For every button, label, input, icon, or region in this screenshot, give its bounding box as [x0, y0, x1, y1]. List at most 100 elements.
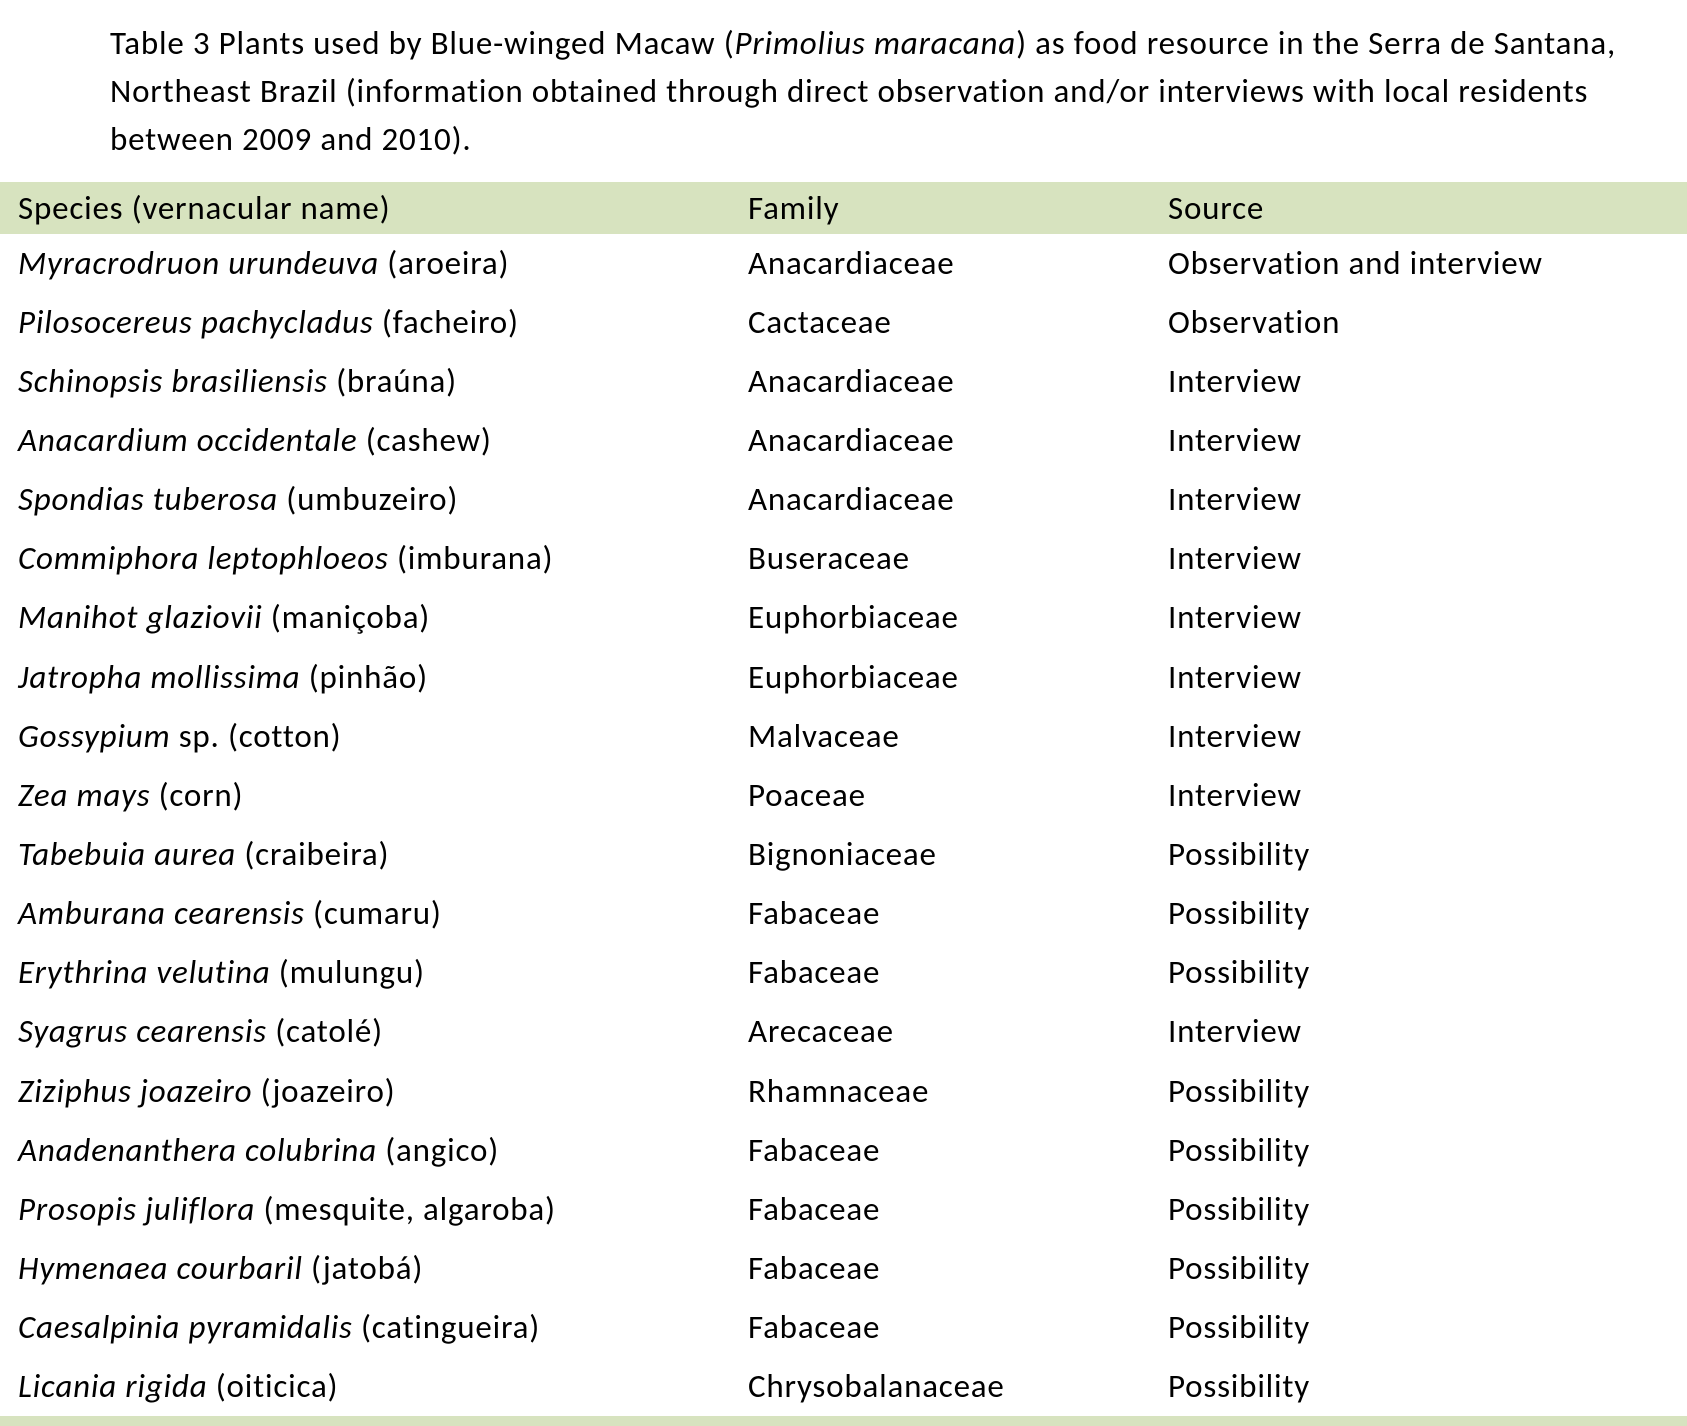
- species-latin: Syagrus cearensis: [18, 1011, 267, 1051]
- table-row: Syagrus cearensis (catolé)ArecaceaeInter…: [0, 1002, 1687, 1061]
- cell-species: Syagrus cearensis (catolé): [0, 1002, 730, 1061]
- cell-family: Buseraceae: [730, 529, 1150, 588]
- table-caption: Table 3 Plants used by Blue-winged Macaw…: [0, 0, 1687, 182]
- cell-source: Possibility: [1150, 1121, 1687, 1180]
- species-vernacular: (corn): [159, 775, 244, 815]
- cell-family: Fabaceae: [730, 1298, 1150, 1357]
- cell-source: Possibility: [1150, 1239, 1687, 1298]
- cell-source: Observation: [1150, 293, 1687, 352]
- cell-source: Possibility: [1150, 825, 1687, 884]
- table-row: Myracrodruon urundeuva (aroeira)Anacardi…: [0, 234, 1687, 293]
- cell-source: Possibility: [1150, 1357, 1687, 1416]
- species-vernacular: (oiticica): [216, 1366, 339, 1406]
- species-latin: Manihot glaziovii: [18, 597, 263, 637]
- cell-source: Interview: [1150, 411, 1687, 470]
- species-vernacular: (catolé): [275, 1011, 383, 1051]
- table-row: Zea mays (corn)PoaceaeInterview: [0, 766, 1687, 825]
- table-row: Licania rigida (oiticica)Chrysobalanacea…: [0, 1357, 1687, 1416]
- cell-species: Anacardium occidentale (cashew): [0, 411, 730, 470]
- cell-species: Commiphora leptophloeos (imburana): [0, 529, 730, 588]
- species-latin: Ziziphus joazeiro: [18, 1071, 252, 1111]
- header-family: Family: [730, 182, 1150, 234]
- cell-family: Rhamnaceae: [730, 1062, 1150, 1121]
- cell-source: Interview: [1150, 352, 1687, 411]
- table-row: Hymenaea courbaril (jatobá)FabaceaePossi…: [0, 1239, 1687, 1298]
- species-vernacular: (jatobá): [311, 1248, 423, 1288]
- plants-table: Species (vernacular name) Family Source …: [0, 182, 1687, 1426]
- cell-species: Licania rigida (oiticica): [0, 1357, 730, 1416]
- cell-source: Interview: [1150, 470, 1687, 529]
- cell-source: Interview: [1150, 1002, 1687, 1061]
- cell-source: Possibility: [1150, 1062, 1687, 1121]
- cell-species: Caesalpinia pyramidalis (catingueira): [0, 1298, 730, 1357]
- cell-species: Manihot glaziovii (maniçoba): [0, 588, 730, 647]
- table-row: Commiphora leptophloeos (imburana)Busera…: [0, 529, 1687, 588]
- caption-pre: Table 3 Plants used by Blue-winged Macaw…: [110, 23, 735, 63]
- species-latin: Caesalpinia pyramidalis: [18, 1307, 353, 1347]
- cell-source: Interview: [1150, 588, 1687, 647]
- cell-source: Interview: [1150, 707, 1687, 766]
- page: Table 3 Plants used by Blue-winged Macaw…: [0, 0, 1687, 1426]
- cell-species: Zea mays (corn): [0, 766, 730, 825]
- species-vernacular: (imburana): [397, 538, 553, 578]
- cell-family: Fabaceae: [730, 1239, 1150, 1298]
- cell-family: Malvaceae: [730, 707, 1150, 766]
- cell-species: Anadenanthera colubrina (angico): [0, 1121, 730, 1180]
- cell-family: Fabaceae: [730, 884, 1150, 943]
- species-vernacular: (facheiro): [382, 302, 519, 342]
- species-vernacular: (craibeira): [244, 834, 389, 874]
- cell-species: Pilosocereus pachycladus (facheiro): [0, 293, 730, 352]
- species-vernacular: (catingueira): [361, 1307, 540, 1347]
- table-row: Manihot glaziovii (maniçoba)Euphorbiacea…: [0, 588, 1687, 647]
- cell-species: Jatropha mollissima (pinhão): [0, 648, 730, 707]
- cell-source: Interview: [1150, 648, 1687, 707]
- cell-family: Fabaceae: [730, 1180, 1150, 1239]
- table-row: Spondias tuberosa (umbuzeiro)Anacardiace…: [0, 470, 1687, 529]
- species-vernacular: (mulungu): [279, 952, 425, 992]
- cell-species: Myracrodruon urundeuva (aroeira): [0, 234, 730, 293]
- cell-family: Arecaceae: [730, 1002, 1150, 1061]
- cell-family: Anacardiaceae: [730, 234, 1150, 293]
- species-latin: Tabebuia aurea: [18, 834, 236, 874]
- cell-family: Poaceae: [730, 766, 1150, 825]
- species-latin: Schinopsis brasiliensis: [18, 361, 328, 401]
- header-species: Species (vernacular name): [0, 182, 730, 234]
- table-row: Anadenanthera colubrina (angico)Fabaceae…: [0, 1121, 1687, 1180]
- cell-family: Euphorbiaceae: [730, 648, 1150, 707]
- species-latin: Myracrodruon urundeuva: [18, 243, 379, 283]
- cell-species: Amburana cearensis (cumaru): [0, 884, 730, 943]
- table-header-row: Species (vernacular name) Family Source: [0, 182, 1687, 234]
- cell-source: Possibility: [1150, 943, 1687, 1002]
- species-vernacular: (pinhão): [309, 657, 428, 697]
- cell-source: Observation and interview: [1150, 234, 1687, 293]
- species-latin: Prosopis juliflora: [18, 1189, 255, 1229]
- cell-family: Euphorbiaceae: [730, 588, 1150, 647]
- species-latin: Hymenaea courbaril: [18, 1248, 303, 1288]
- species-latin: Erythrina velutina: [18, 952, 271, 992]
- cell-species: Schinopsis brasiliensis (braúna): [0, 352, 730, 411]
- table-row: Prosopis juliflora (mesquite, algaroba)F…: [0, 1180, 1687, 1239]
- cell-species: Prosopis juliflora (mesquite, algaroba): [0, 1180, 730, 1239]
- table-row: Amburana cearensis (cumaru)FabaceaePossi…: [0, 884, 1687, 943]
- table-row: Tabebuia aurea (craibeira)BignoniaceaePo…: [0, 825, 1687, 884]
- species-vernacular: (umbuzeiro): [286, 479, 458, 519]
- table-footer-bar: [0, 1416, 1687, 1426]
- cell-species: Spondias tuberosa (umbuzeiro): [0, 470, 730, 529]
- cell-family: Fabaceae: [730, 1121, 1150, 1180]
- species-latin: Commiphora leptophloeos: [18, 538, 389, 578]
- species-sp: sp.: [179, 716, 220, 756]
- cell-source: Possibility: [1150, 1180, 1687, 1239]
- table-row: Gossypium sp. (cotton)MalvaceaeInterview: [0, 707, 1687, 766]
- cell-species: Erythrina velutina (mulungu): [0, 943, 730, 1002]
- cell-family: Cactaceae: [730, 293, 1150, 352]
- cell-source: Interview: [1150, 529, 1687, 588]
- table-row: Jatropha mollissima (pinhão)Euphorbiacea…: [0, 648, 1687, 707]
- species-vernacular: (braúna): [336, 361, 457, 401]
- species-latin: Licania rigida: [18, 1366, 207, 1406]
- species-latin: Pilosocereus pachycladus: [18, 302, 374, 342]
- cell-family: Chrysobalanaceae: [730, 1357, 1150, 1416]
- table-row: Schinopsis brasiliensis (braúna)Anacardi…: [0, 352, 1687, 411]
- cell-species: Hymenaea courbaril (jatobá): [0, 1239, 730, 1298]
- table-row: Ziziphus joazeiro (joazeiro)RhamnaceaePo…: [0, 1062, 1687, 1121]
- cell-source: Possibility: [1150, 884, 1687, 943]
